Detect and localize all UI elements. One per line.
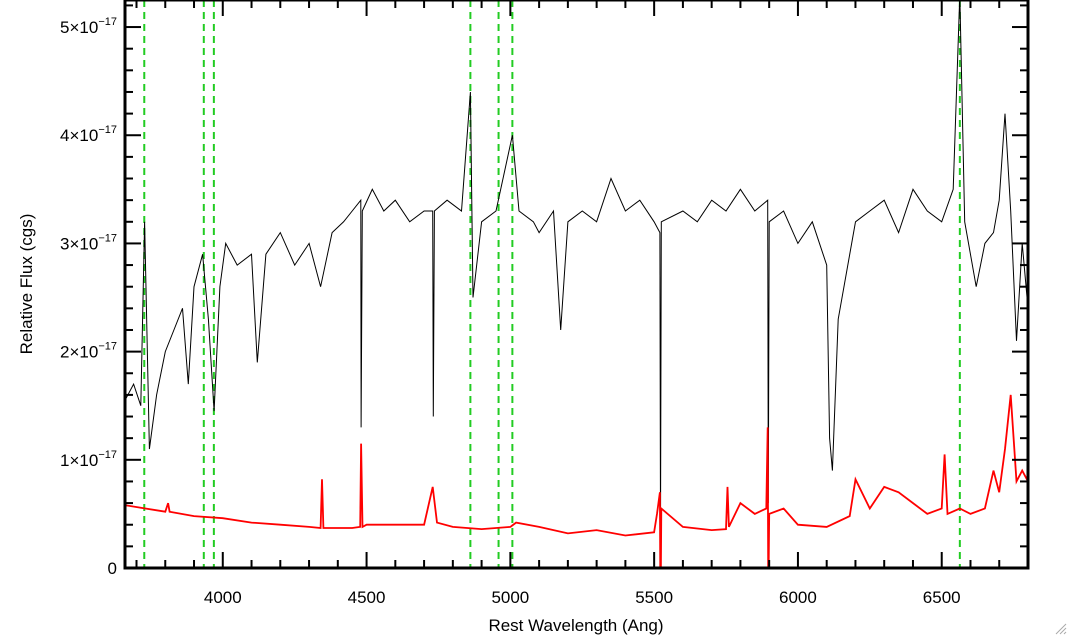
spectrum-series <box>125 0 1028 568</box>
x-tick-label-5: 6500 <box>923 588 961 607</box>
x-tick-label-4: 6000 <box>779 588 817 607</box>
series-line-0 <box>125 0 1028 536</box>
x-axis-label: Rest Wavelength (Ang) <box>488 616 663 635</box>
series-line-1 <box>125 394 1028 568</box>
x-tick-label-1: 4500 <box>348 588 386 607</box>
x-tick-label-3: 5500 <box>635 588 673 607</box>
y-tick-label-0: 0 <box>108 559 117 578</box>
resize-grip-icon[interactable] <box>1053 621 1067 635</box>
y-axis-label: Relative Flux (cgs) <box>17 214 36 355</box>
y-tick-label-2: 2×10−17 <box>60 341 117 362</box>
x-tick-label-2: 5000 <box>491 588 529 607</box>
y-axis-ticks: 0 1×10−17 2×10−17 3×10−17 4×10−17 5×10−17 <box>60 4 1028 578</box>
x-axis-ticks: 4000 4500 5000 5500 6000 6500 <box>135 0 1029 607</box>
y-tick-label-1: 1×10−17 <box>60 449 117 470</box>
emission-line-markers <box>143 0 961 568</box>
plot-frame <box>123 0 1030 570</box>
y-tick-label-3: 3×10−17 <box>60 232 117 253</box>
y-tick-label-4: 4×10−17 <box>60 124 117 145</box>
x-tick-label-0: 4000 <box>204 588 242 607</box>
y-tick-label-5: 5×10−17 <box>60 16 117 37</box>
